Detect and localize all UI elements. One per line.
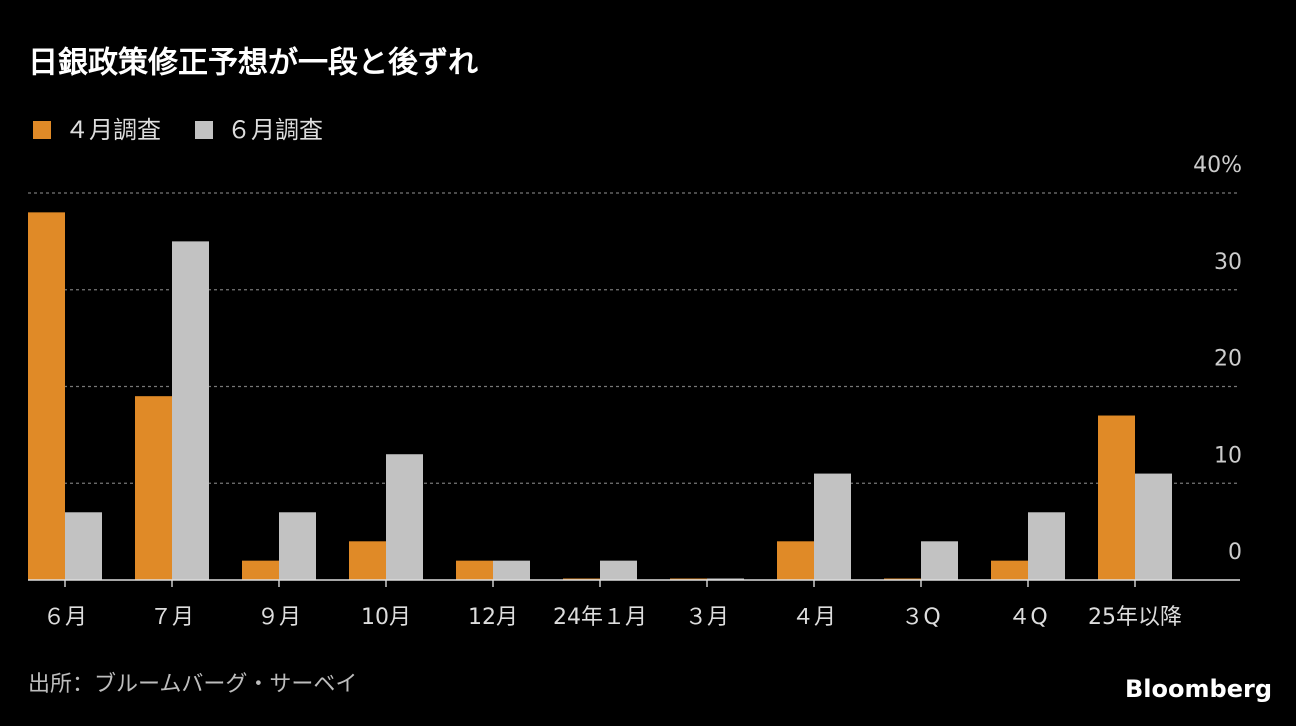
brand: Bloomberg [1125,675,1272,703]
y-tick-label: 0 [1228,540,1242,565]
legend-label: ４月調査 [65,116,161,144]
bar [493,560,530,580]
y-tick-label: 30 [1214,250,1242,275]
x-tick-label: 24年１月 [553,605,647,630]
x-tick-label: ４月 [792,605,836,630]
x-tick-label: ４Q [1008,605,1047,630]
x-tick-label: ３Q [901,605,940,630]
chart-title: 日銀政策修正予想が一段と後ずれ [28,46,478,81]
bar [814,473,851,580]
bar [65,512,102,580]
bar [135,396,172,580]
bar [991,560,1028,580]
bar [1098,415,1135,580]
source: 出所：ブルームバーグ・サーベイ [28,672,357,697]
x-tick-label: ９月 [257,605,301,630]
y-tick-label: 10 [1214,443,1242,468]
x-tick-label: 10月 [361,605,411,630]
bar [921,541,958,580]
bar [242,560,279,580]
x-tick-label: ７月 [150,605,194,630]
bar [777,541,814,580]
y-tick-label: 40% [1193,153,1242,178]
legend-swatch [33,121,51,139]
y-tick-label: 20 [1214,347,1242,372]
bar [386,454,423,580]
legend-swatch [195,121,213,139]
bar [172,241,209,580]
x-tick-label: ６月 [43,605,87,630]
x-tick-label: ３月 [685,605,729,630]
bar [279,512,316,580]
bar [1028,512,1065,580]
bar [349,541,386,580]
bar [456,560,493,580]
bar [28,212,65,580]
x-tick-label: 12月 [468,605,518,630]
x-tick-label: 25年以降 [1088,605,1182,630]
legend-label: ６月調査 [227,116,323,144]
bar [600,560,637,580]
bar [1135,473,1172,580]
